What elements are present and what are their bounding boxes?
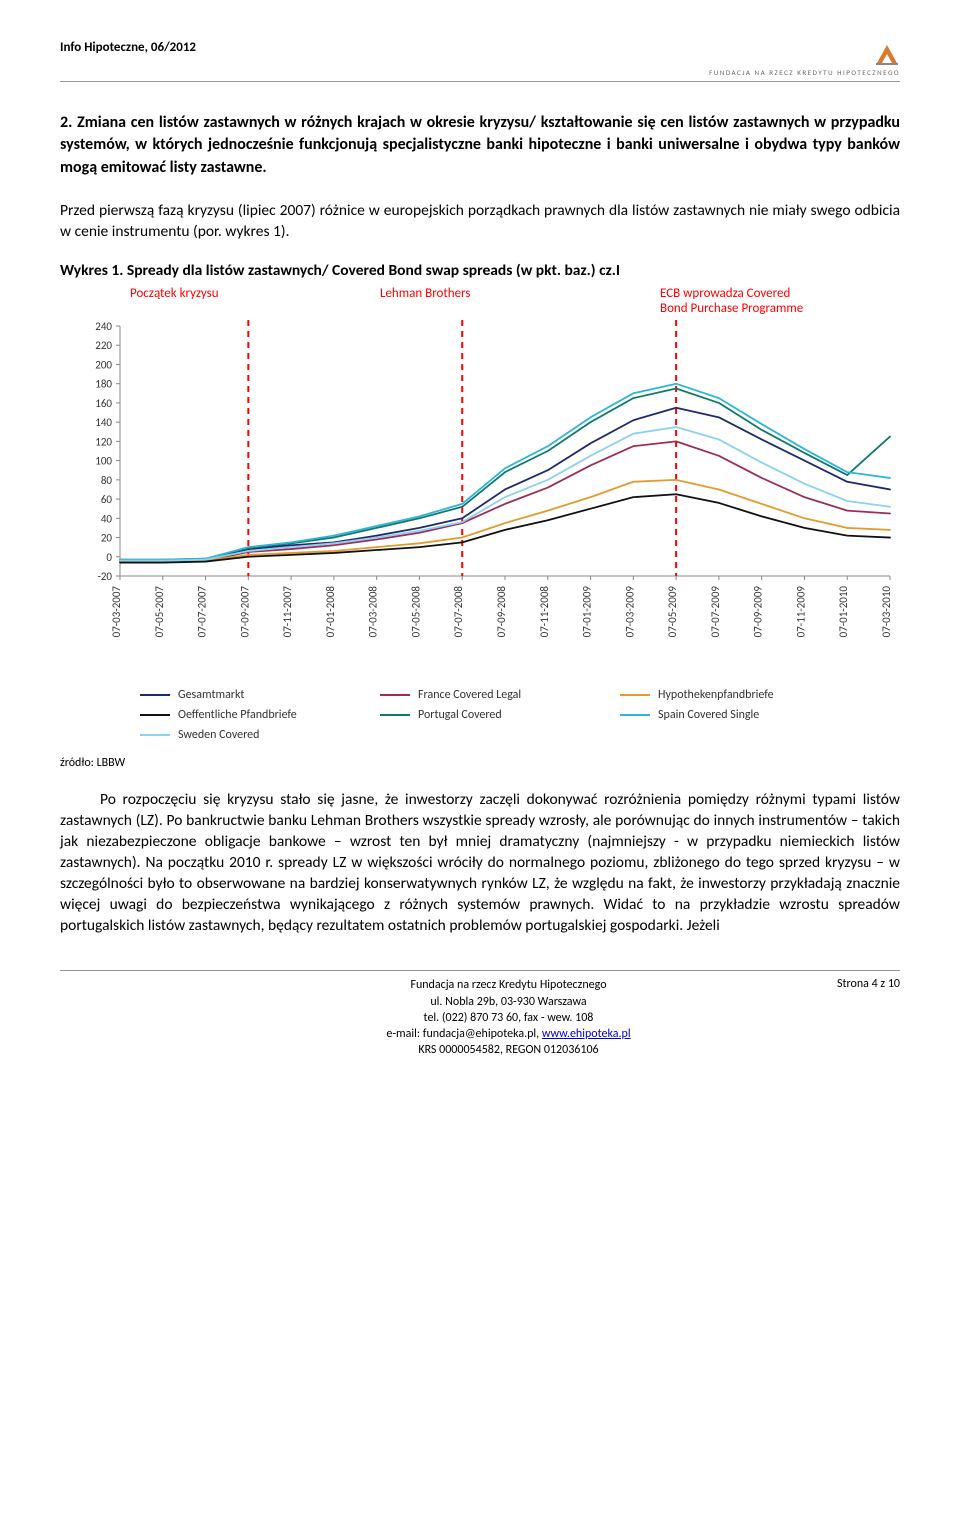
page-footer: Fundacja na rzecz Kredytu Hipotecznego u… xyxy=(60,977,900,1058)
legend-label: Gesamtmarkt xyxy=(178,688,244,702)
legend-item: Sweden Covered xyxy=(140,728,380,742)
header-org-text: FUNDACJA NA RZECZ KREDYTU HIPOTECZNEGO xyxy=(709,68,900,77)
svg-text:07-01-2008: 07-01-2008 xyxy=(324,586,337,638)
svg-text:07-09-2009: 07-09-2009 xyxy=(752,586,765,638)
spreads-chart: -20 0 20 40 60 80 100 120 140 160 180 200 220 240 07-0… xyxy=(60,316,900,676)
svg-text:07-03-2009: 07-03-2009 xyxy=(623,586,636,638)
chart-source: źródło: LBBW xyxy=(60,756,900,770)
legend-label: Portugal Covered xyxy=(418,708,502,722)
legend-label: Sweden Covered xyxy=(178,728,259,742)
svg-text:07-05-2009: 07-05-2009 xyxy=(666,586,679,638)
header-issue: Info Hipoteczne, 06/2012 xyxy=(60,40,196,55)
footer-email-line: e-mail: fundacja@ehipoteka.pl, www.ehipo… xyxy=(386,1026,630,1042)
svg-text:07-03-2007: 07-03-2007 xyxy=(110,586,123,638)
svg-text:60: 60 xyxy=(101,493,113,506)
footer-email-prefix: e-mail: fundacja@ehipoteka.pl, xyxy=(386,1027,541,1041)
chart-annotation-2: Lehman Brothers xyxy=(380,286,660,316)
paragraph-1: Przed pierwszą fazą kryzysu (lipiec 2007… xyxy=(60,201,900,243)
svg-text:07-09-2007: 07-09-2007 xyxy=(238,586,251,638)
svg-text:07-01-2010: 07-01-2010 xyxy=(837,586,850,638)
chart-annotation-3: ECB wprowadza Covered Bond Purchase Prog… xyxy=(660,286,803,316)
legend-item: Gesamtmarkt xyxy=(140,688,380,702)
chart-annotations: Początek kryzysu Lehman Brothers ECB wpr… xyxy=(130,286,900,316)
svg-text:140: 140 xyxy=(95,416,112,429)
svg-text:07-07-2009: 07-07-2009 xyxy=(709,586,722,638)
svg-text:40: 40 xyxy=(101,512,113,525)
legend-item: Spain Covered Single xyxy=(620,708,860,722)
svg-text:07-11-2008: 07-11-2008 xyxy=(538,586,551,638)
chart-legend: Gesamtmarkt France Covered Legal Hypotheke… xyxy=(140,688,900,742)
legend-label: Hypothekenpfandbriefe xyxy=(658,688,774,702)
svg-text:0: 0 xyxy=(106,551,112,564)
svg-text:07-11-2009: 07-11-2009 xyxy=(794,586,807,638)
chart-annotation-1: Początek kryzysu xyxy=(130,286,380,316)
foundation-logo-icon xyxy=(874,40,900,66)
footer-center: Fundacja na rzecz Kredytu Hipotecznego u… xyxy=(386,977,630,1058)
chart-annotation-3-l1: ECB wprowadza Covered xyxy=(660,286,803,301)
svg-text:07-07-2008: 07-07-2008 xyxy=(452,586,465,638)
legend-item: Hypothekenpfandbriefe xyxy=(620,688,860,702)
header-brand: FUNDACJA NA RZECZ KREDYTU HIPOTECZNEGO xyxy=(709,40,900,77)
svg-text:07-11-2007: 07-11-2007 xyxy=(281,586,294,638)
svg-text:07-03-2008: 07-03-2008 xyxy=(367,586,380,638)
paragraph-2: Po rozpoczęciu się kryzysu stało się jas… xyxy=(60,790,900,936)
svg-text:180: 180 xyxy=(95,378,112,391)
footer-page-number: Strona 4 z 10 xyxy=(837,977,900,1058)
legend-item: Portugal Covered xyxy=(380,708,620,722)
legend-swatch xyxy=(140,734,170,737)
chart-annotation-3-l2: Bond Purchase Programme xyxy=(660,301,803,316)
svg-text:07-07-2007: 07-07-2007 xyxy=(196,586,209,638)
legend-label: France Covered Legal xyxy=(418,688,521,702)
svg-text:120: 120 xyxy=(95,435,112,448)
legend-swatch xyxy=(140,714,170,717)
svg-text:160: 160 xyxy=(95,397,112,410)
legend-label: Spain Covered Single xyxy=(658,708,759,722)
svg-text:100: 100 xyxy=(95,455,112,468)
chart-title: Wykres 1. Spready dla listów zastawnych/… xyxy=(60,261,900,280)
legend-swatch xyxy=(620,694,650,697)
footer-link[interactable]: www.ehipoteka.pl xyxy=(542,1027,631,1041)
footer-tel: tel. (022) 870 73 60, fax - wew. 108 xyxy=(386,1010,630,1026)
legend-item: Oeffentliche Pfandbriefe xyxy=(140,708,380,722)
footer-addr: ul. Nobla 29b, 03-930 Warszawa xyxy=(386,994,630,1010)
legend-item: France Covered Legal xyxy=(380,688,620,702)
legend-swatch xyxy=(620,714,650,717)
svg-text:-20: -20 xyxy=(97,570,112,583)
svg-text:200: 200 xyxy=(95,358,112,371)
section-title: 2. Zmiana cen listów zastawnych w różnyc… xyxy=(60,112,900,179)
svg-text:220: 220 xyxy=(95,339,112,352)
svg-text:07-01-2009: 07-01-2009 xyxy=(581,586,594,638)
svg-text:20: 20 xyxy=(101,532,113,545)
footer-krs: KRS 0000054582, REGON 012036106 xyxy=(386,1042,630,1058)
svg-text:07-09-2008: 07-09-2008 xyxy=(495,586,508,638)
svg-text:07-03-2010: 07-03-2010 xyxy=(880,586,893,638)
legend-label: Oeffentliche Pfandbriefe xyxy=(178,708,297,722)
legend-swatch xyxy=(380,714,410,717)
legend-swatch xyxy=(140,694,170,697)
legend-swatch xyxy=(380,694,410,697)
page-header: Info Hipoteczne, 06/2012 FUNDACJA NA RZE… xyxy=(60,40,900,82)
svg-text:80: 80 xyxy=(101,474,113,487)
footer-separator xyxy=(60,970,900,977)
svg-text:07-05-2007: 07-05-2007 xyxy=(153,586,166,638)
footer-org: Fundacja na rzecz Kredytu Hipotecznego xyxy=(386,977,630,993)
svg-text:240: 240 xyxy=(95,320,112,333)
svg-text:07-05-2008: 07-05-2008 xyxy=(409,586,422,638)
